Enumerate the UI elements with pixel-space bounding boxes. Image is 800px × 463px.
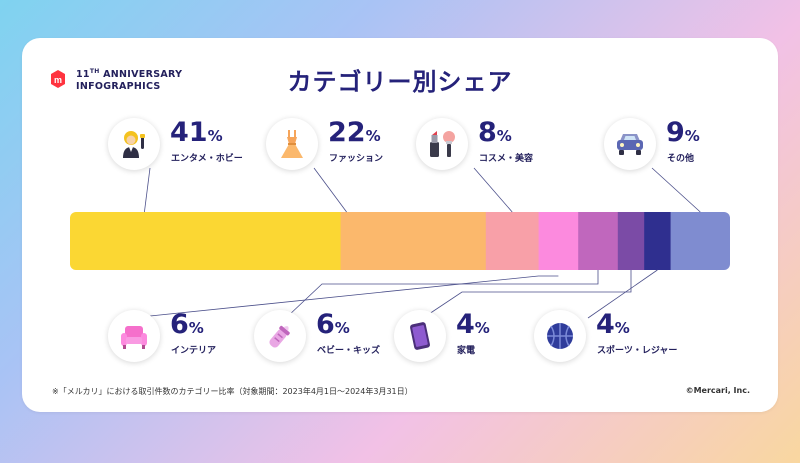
entertainment-percent: 41%: [170, 118, 223, 151]
bar-segment-4: [578, 212, 619, 270]
brand-line1-sup: TH: [89, 68, 100, 75]
bar-segment-7: [670, 212, 730, 270]
pct-sign: %: [614, 319, 630, 337]
appliances-icon-circle: [394, 310, 446, 362]
pct-sign: %: [334, 319, 350, 337]
sports-icon-circle: [534, 310, 586, 362]
dress-icon: [281, 130, 303, 158]
cosmetics-icon: [430, 131, 455, 157]
leader-line-7: [651, 167, 701, 213]
fashion-label: ファッション: [329, 154, 384, 164]
appliances-label: 家電: [457, 346, 476, 356]
anniversary-brand-text: 11TH ANNIVERSARY INFOGRAPHICS: [76, 66, 182, 93]
pct-sign: %: [474, 319, 490, 337]
bar-segment-2: [485, 212, 540, 270]
fashion-value: 22: [328, 117, 366, 148]
bar-segment-3: [538, 212, 579, 270]
baby-bottle-icon: [269, 325, 290, 348]
leader-line-0: [144, 167, 151, 213]
brand-line1-rest: ANNIVERSARY: [99, 69, 183, 81]
sports-percent: 4%: [596, 310, 630, 343]
smartphone-icon: [410, 322, 430, 350]
pct-sign: %: [684, 127, 700, 145]
sofa-icon: [121, 326, 147, 349]
brand-line1-number: 11: [76, 69, 90, 81]
other-percent: 9%: [666, 118, 700, 151]
sports-value: 4: [596, 309, 615, 340]
cosmetics-label: コスメ・美容: [479, 154, 534, 164]
interior-value: 6: [170, 309, 189, 340]
pct-sign: %: [207, 127, 223, 145]
entertainment-value: 41: [170, 117, 208, 148]
stacked-bar-container: [70, 212, 730, 270]
appliances-percent: 4%: [456, 310, 490, 343]
fashion-icon-circle: [266, 118, 318, 170]
baby-kids-percent: 6%: [316, 310, 350, 343]
other-icon-circle: [604, 118, 656, 170]
bar-segment-1: [340, 212, 487, 270]
appliances-value: 4: [456, 309, 475, 340]
copyright: ©Mercari, Inc.: [685, 386, 750, 395]
other-label: その他: [667, 154, 695, 164]
car-icon: [617, 134, 643, 155]
pct-sign: %: [496, 127, 512, 145]
bar-segment-6: [644, 212, 672, 270]
sports-label: スポーツ・レジャー: [597, 346, 678, 356]
baby-kids-label: ベビー・キッズ: [317, 346, 381, 356]
pct-sign: %: [188, 319, 204, 337]
baby-kids-icon-circle: [254, 310, 306, 362]
footnote: ※「メルカリ」における取引件数のカテゴリー比率（対象期間：2023年4月1日〜2…: [52, 387, 413, 396]
baby-kids-value: 6: [316, 309, 335, 340]
leader-line-3: [149, 275, 559, 317]
bar-segment-5: [617, 212, 645, 270]
basketball-icon: [547, 323, 573, 349]
entertainment-icon-circle: [108, 118, 160, 170]
interior-label: インテリア: [171, 346, 217, 356]
leader-line-1: [313, 167, 347, 213]
leader-line-2: [473, 167, 513, 213]
infographic-card: m 11TH ANNIVERSARY INFOGRAPHICS カテゴリー別シェ…: [22, 38, 778, 412]
entertainment-label: エンタメ・ホビー: [171, 154, 243, 164]
mercari-logo-icon: m: [51, 70, 65, 88]
pct-sign: %: [365, 127, 381, 145]
interior-percent: 6%: [170, 310, 204, 343]
brand-line2: INFOGRAPHICS: [76, 81, 161, 93]
svg-text:m: m: [54, 75, 62, 85]
stacked-bar-chart: [70, 212, 730, 270]
entertainment-figure-icon: [123, 131, 145, 158]
cosmetics-value: 8: [478, 117, 497, 148]
cosmetics-icon-circle: [416, 118, 468, 170]
cosmetics-percent: 8%: [478, 118, 512, 151]
chart-title: カテゴリー別シェア: [287, 68, 513, 96]
interior-icon-circle: [108, 310, 160, 362]
fashion-percent: 22%: [328, 118, 381, 151]
other-value: 9: [666, 117, 685, 148]
bar-segment-0: [70, 212, 342, 270]
